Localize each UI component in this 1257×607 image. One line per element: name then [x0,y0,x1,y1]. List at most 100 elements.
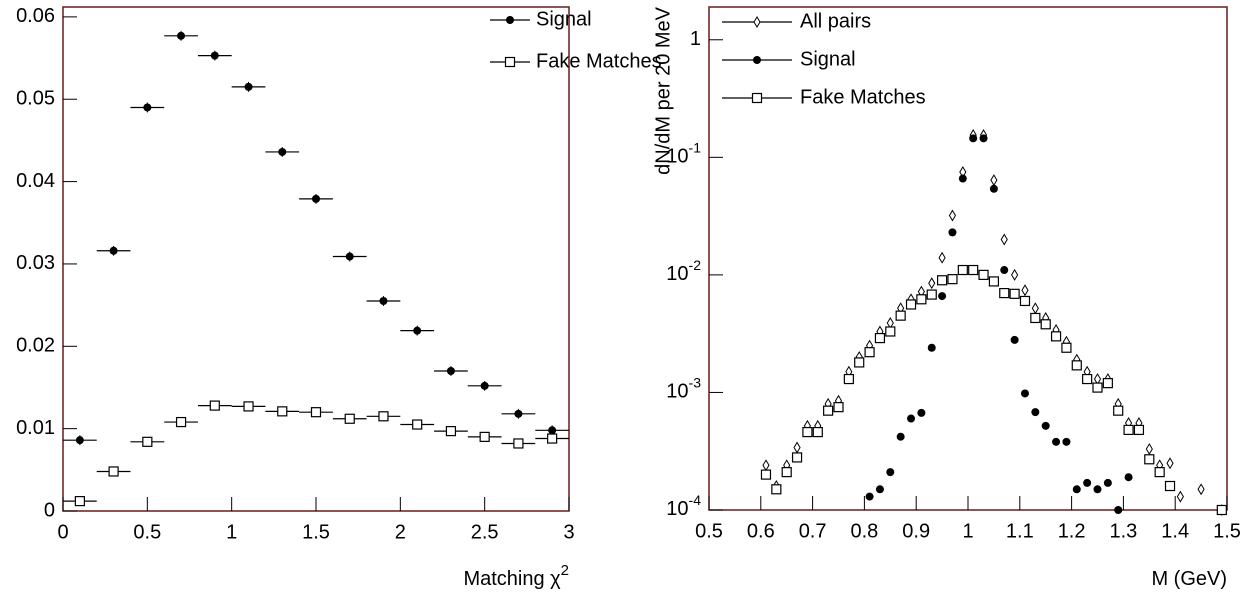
plot-frame [62,6,570,512]
marker [108,466,119,477]
marker [833,402,844,413]
y-tick-label: 0.03 [16,252,55,274]
marker [1082,373,1093,385]
marker [938,251,946,264]
marker [210,51,219,60]
x-label-text: Matching χ [463,568,561,590]
marker [957,264,968,276]
marker [1030,312,1041,324]
marker [1071,360,1082,371]
marker [812,426,823,438]
marker [864,347,875,358]
y-tick-label: 10-2 [666,257,701,286]
y-tick-exponent: -3 [689,374,702,390]
marker [379,297,388,305]
marker [843,373,854,385]
y-tick-label: 0 [44,499,55,521]
marker [1041,421,1050,430]
x-tick-label: 0.6 [747,520,775,542]
marker [480,381,489,390]
marker [969,134,978,143]
marker [142,436,153,447]
marker [1010,335,1019,344]
marker [917,408,926,417]
marker [916,294,927,305]
marker [310,407,322,418]
legend-marker [751,92,763,104]
marker [947,274,958,285]
marker [514,409,523,418]
marker [990,174,998,187]
marker [791,452,803,463]
marker [74,496,85,507]
marker [793,441,801,454]
y-tick-base: 10 [666,498,688,520]
x-tick-label: 3 [563,521,574,543]
marker [1031,302,1039,315]
marker [243,401,254,412]
x-tick-label: 0.5 [695,520,723,542]
legend-label: Signal [800,48,856,70]
marker [1031,408,1040,417]
legend-marker [753,56,761,64]
marker [885,326,896,337]
marker [1164,480,1176,492]
marker [479,431,490,442]
marker [548,426,557,435]
x-tick-label: 2 [395,521,406,543]
marker [989,184,998,193]
marker [446,367,455,375]
marker [513,438,524,449]
x-tick-label: 1 [226,521,237,543]
marker [927,343,936,352]
marker [895,310,906,321]
marker [1114,506,1123,514]
marker [875,485,884,494]
marker [1083,478,1092,487]
marker [1144,454,1155,465]
x-tick-label: 1.1 [1006,520,1034,542]
marker [278,147,287,156]
marker [244,82,253,91]
y-tick-label: 0.04 [16,170,55,192]
marker [926,289,937,300]
marker [1020,389,1029,398]
marker [1092,382,1103,393]
marker [771,484,782,495]
marker [1019,295,1031,307]
x-label-sup: 2 [561,562,569,579]
y-tick-label: 0.02 [16,335,55,357]
marker [1021,284,1029,297]
x-axis-label: M (GeV) [1151,568,1227,590]
y-tick-base: 10 [666,146,688,168]
y-tick-label: 0.05 [16,88,55,110]
marker [277,406,288,417]
y-tick-label: 1 [690,28,701,50]
marker [1052,437,1061,446]
x-tick-label: 0.5 [133,521,161,543]
y-axis-label: dN/dM per 20 MeV [652,6,674,175]
marker [209,400,220,411]
x-tick-label: 2.5 [471,521,499,543]
marker [938,292,947,301]
legend-marker [504,56,516,68]
x-tick-label: 0.7 [799,520,827,542]
marker [896,432,905,441]
marker [874,332,886,344]
x-tick-label: 1.3 [1109,520,1137,542]
marker [978,269,989,280]
marker [1133,424,1145,436]
marker [886,468,895,477]
marker [1061,342,1072,353]
marker [109,246,118,255]
marker [905,299,917,310]
marker [1011,268,1019,281]
marker [1093,485,1102,494]
marker [1113,405,1124,416]
marker [999,287,1010,299]
plot-frame [708,6,1228,511]
marker [345,252,354,261]
marker [1176,490,1184,503]
marker [760,469,772,480]
